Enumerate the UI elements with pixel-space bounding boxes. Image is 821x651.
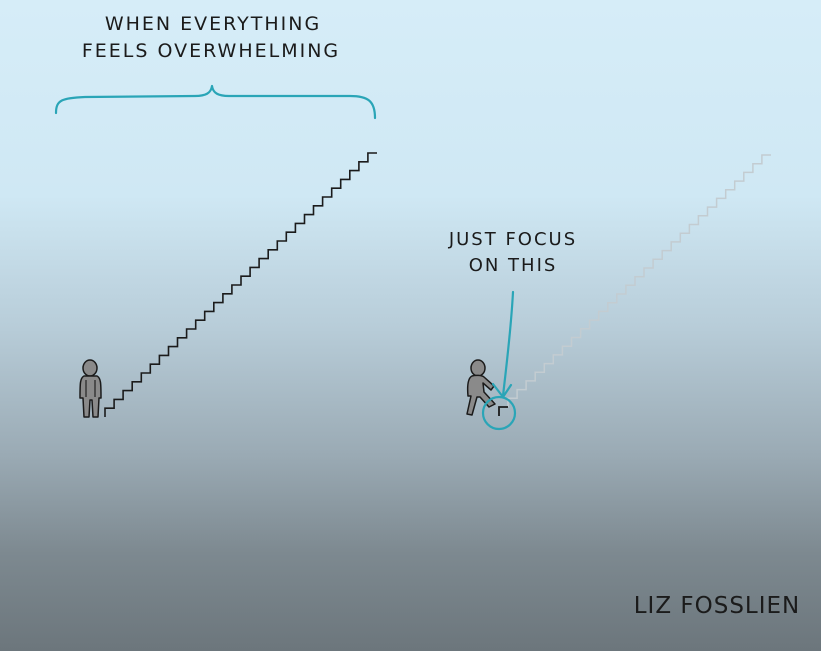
standing-person-icon xyxy=(79,359,102,418)
down-arrow-icon xyxy=(491,290,515,399)
curly-brace-icon xyxy=(54,84,377,120)
signature: LIZ FOSSLIEN xyxy=(634,593,801,619)
staircase-full xyxy=(104,152,377,417)
staircase-faded xyxy=(507,154,771,407)
first-step xyxy=(498,406,508,416)
stepping-person-icon xyxy=(466,359,496,416)
focus-label-line-1: JUST FOCUS xyxy=(448,229,577,250)
caption-line-2: FEELS OVERWHELMING xyxy=(82,40,340,62)
caption-line-1: WHEN EVERYTHING xyxy=(105,13,321,35)
focus-label-line-2: ON THIS xyxy=(469,255,558,276)
highlight-circle-icon xyxy=(481,395,517,431)
